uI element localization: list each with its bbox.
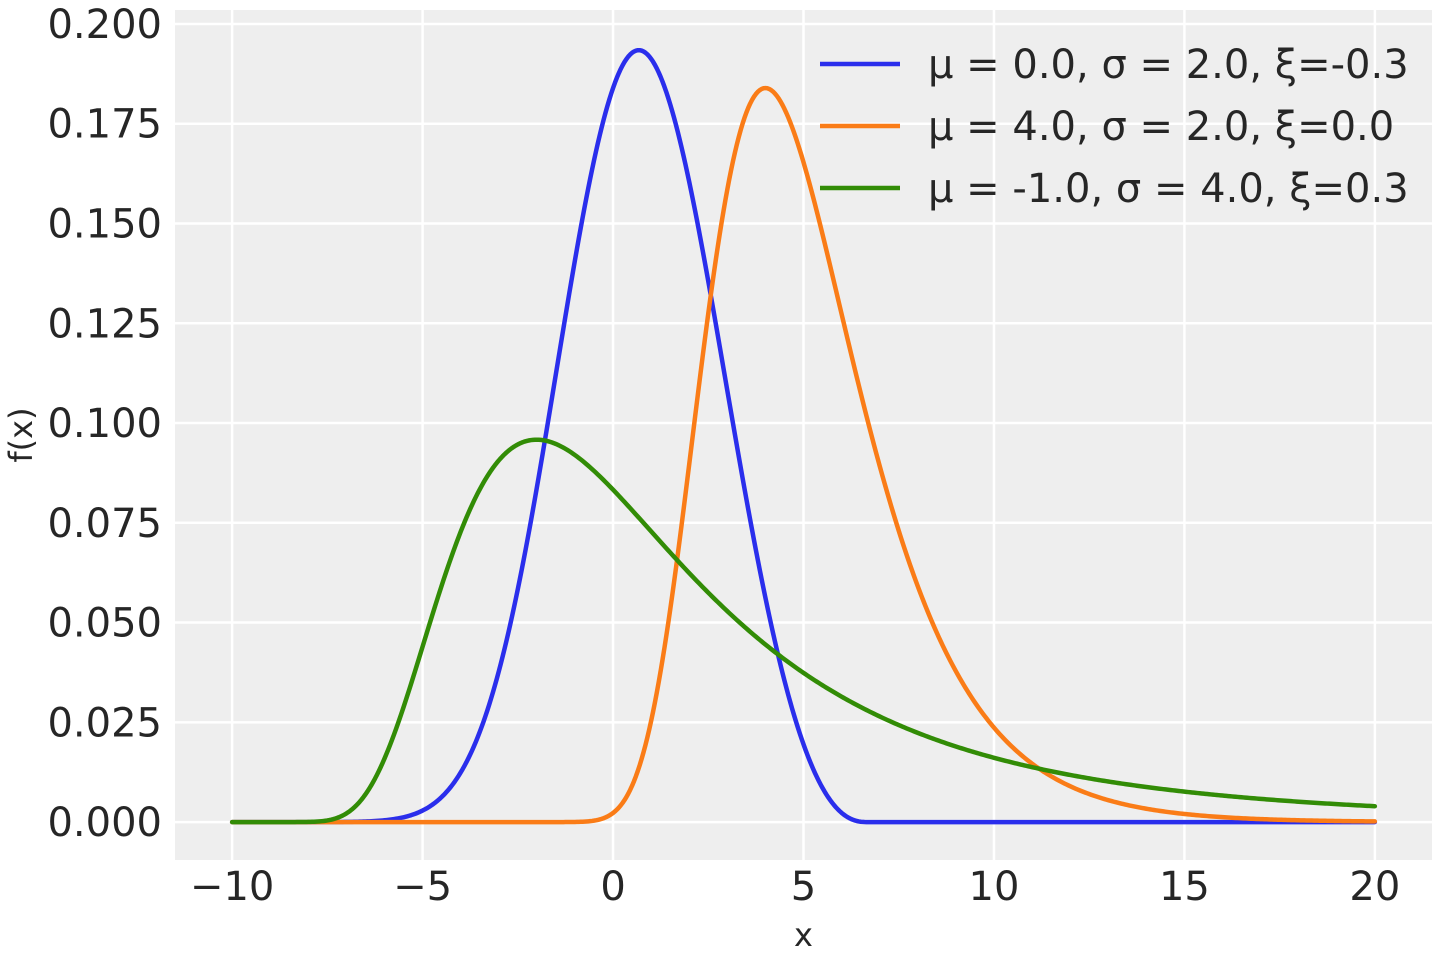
series-layer	[229, 47, 1378, 825]
legend-label: μ = 0.0, σ = 2.0, ξ=-0.3	[928, 42, 1409, 88]
y-tick-label: 0.050	[47, 601, 162, 647]
legend: μ = 0.0, σ = 2.0, ξ=-0.3 μ = 4.0, σ = 2.0…	[820, 42, 1409, 212]
legend-label: μ = -1.0, σ = 4.0, ξ=0.3	[928, 166, 1409, 212]
tick-labels: −10 −5 0 5 10 15 20 0.000 0.025 0.050 0.075 0.100 0.…	[47, 2, 1400, 910]
x-tick-label: −10	[190, 864, 274, 910]
y-tick-label: 0.150	[47, 201, 162, 247]
series-line	[229, 85, 1378, 825]
y-axis-label: f(x)	[2, 407, 40, 462]
y-tick-label: 0.025	[47, 700, 162, 746]
y-tick-label: 0.100	[47, 401, 162, 447]
x-axis-label: x	[794, 916, 813, 954]
y-tick-label: 0.175	[47, 102, 162, 148]
x-tick-label: 10	[969, 864, 1020, 910]
y-tick-label: 0.200	[47, 2, 162, 48]
y-tick-label: 0.000	[47, 800, 162, 846]
x-tick-label: −5	[393, 864, 452, 910]
y-tick-label: 0.125	[47, 301, 162, 347]
legend-label: μ = 4.0, σ = 2.0, ξ=0.0	[928, 104, 1394, 150]
series-line	[229, 437, 1378, 825]
x-tick-label: 15	[1159, 864, 1210, 910]
x-tick-label: 5	[791, 864, 816, 910]
x-tick-label: 20	[1349, 864, 1400, 910]
y-tick-label: 0.075	[47, 501, 162, 547]
x-tick-label: 0	[600, 864, 625, 910]
series-line	[229, 47, 1378, 825]
